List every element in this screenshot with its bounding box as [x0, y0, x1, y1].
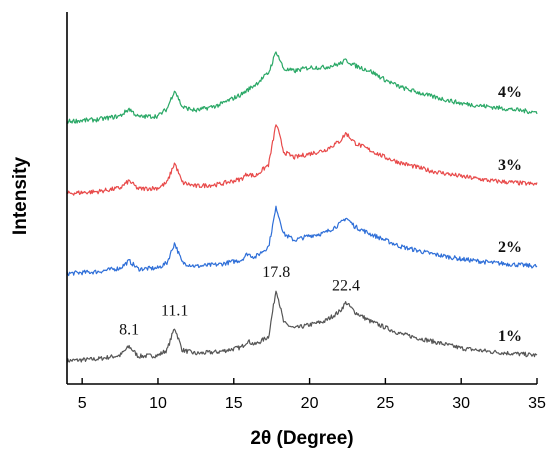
x-tick-label-25: 25: [376, 395, 394, 412]
series-line-3: [66, 124, 538, 196]
plot-lines: [66, 51, 538, 364]
x-tick-label-10: 10: [149, 395, 167, 412]
series-label-4: 4%: [498, 84, 522, 101]
x-ticks: 5 10 15 20 25 30 35: [78, 378, 546, 412]
series-line-2: [66, 205, 538, 277]
x-tick-label-35: 35: [528, 395, 546, 412]
peak-label-8.1: 8.1: [119, 321, 139, 338]
series-label-3: 3%: [498, 157, 522, 174]
x-tick-label-15: 15: [225, 395, 243, 412]
series-line-4: [66, 51, 538, 124]
x-tick-label-5: 5: [78, 395, 87, 412]
series-label-1: 1%: [498, 328, 522, 345]
x-axis-title: 2θ (Degree): [250, 428, 353, 449]
peak-label-11.1: 11.1: [161, 303, 188, 320]
peak-labels: 8.1 11.1 17.8 22.4: [119, 264, 360, 339]
series-labels: 1% 2% 3% 4%: [498, 84, 522, 345]
x-tick-label-20: 20: [301, 395, 319, 412]
peak-label-17.8: 17.8: [262, 264, 290, 281]
axes: [66, 12, 537, 385]
series-label-2: 2%: [498, 239, 522, 256]
y-axis-title: Intensity: [10, 157, 31, 236]
x-tick-label-30: 30: [452, 395, 470, 412]
peak-label-22.4: 22.4: [332, 277, 360, 294]
series-line-1: [66, 290, 538, 364]
